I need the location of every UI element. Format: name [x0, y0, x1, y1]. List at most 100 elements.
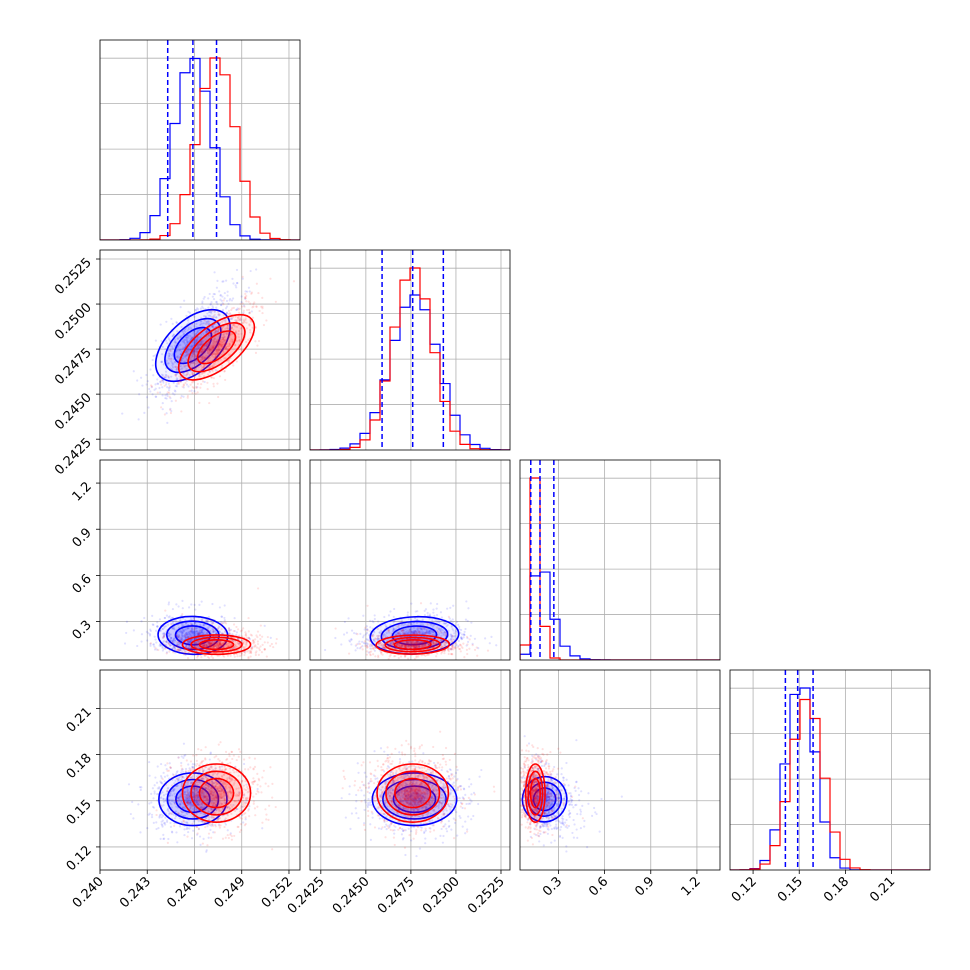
- point: [446, 648, 449, 651]
- point: [211, 325, 214, 328]
- point: [207, 615, 211, 619]
- point: [194, 308, 198, 311]
- point: [450, 634, 453, 638]
- point: [165, 359, 168, 362]
- point: [183, 299, 186, 302]
- point: [205, 619, 209, 622]
- point: [221, 641, 225, 644]
- point: [174, 390, 177, 393]
- point: [211, 346, 215, 349]
- point: [220, 615, 223, 618]
- point: [426, 642, 430, 645]
- point: [159, 380, 162, 384]
- point: [218, 352, 222, 355]
- point: [447, 652, 450, 656]
- point: [241, 321, 245, 324]
- point: [425, 629, 428, 632]
- point: [244, 632, 248, 636]
- point: [420, 627, 423, 630]
- point: [429, 602, 432, 605]
- point: [256, 630, 260, 633]
- point: [428, 647, 432, 650]
- point: [186, 329, 189, 332]
- point: [163, 616, 166, 620]
- point: [172, 381, 175, 385]
- point: [424, 631, 428, 634]
- point: [167, 382, 170, 385]
- point: [195, 332, 198, 335]
- point: [237, 311, 241, 314]
- point: [452, 648, 455, 651]
- point: [223, 642, 226, 646]
- point: [173, 647, 176, 650]
- point: [193, 763, 196, 766]
- point: [240, 295, 243, 298]
- point: [196, 654, 200, 658]
- point: [180, 633, 184, 637]
- point: [192, 788, 196, 791]
- point: [238, 307, 241, 310]
- point: [373, 639, 376, 643]
- point: [178, 825, 182, 828]
- point: [226, 645, 229, 648]
- point: [156, 391, 159, 394]
- point: [204, 645, 207, 648]
- point: [449, 633, 452, 636]
- point: [161, 394, 164, 397]
- point: [355, 632, 358, 635]
- point: [443, 640, 446, 643]
- point: [430, 630, 433, 633]
- point: [401, 620, 404, 623]
- point: [397, 656, 400, 660]
- point: [259, 637, 262, 641]
- point: [185, 631, 188, 635]
- point: [220, 796, 223, 799]
- point: [215, 350, 218, 353]
- point: [219, 298, 222, 301]
- point: [255, 305, 258, 308]
- point: [202, 644, 206, 647]
- point: [382, 645, 385, 648]
- point: [221, 308, 225, 311]
- point: [171, 794, 174, 797]
- point: [200, 792, 204, 795]
- point: [184, 355, 188, 358]
- point: [158, 644, 161, 647]
- point: [462, 633, 465, 636]
- point: [159, 762, 163, 766]
- point: [231, 323, 234, 326]
- point: [147, 813, 150, 816]
- point: [400, 644, 404, 647]
- point: [199, 359, 202, 362]
- point: [427, 643, 430, 646]
- point: [414, 642, 417, 645]
- point: [181, 768, 184, 771]
- point: [217, 339, 220, 342]
- point: [177, 381, 180, 384]
- point: [381, 653, 384, 656]
- point: [161, 374, 165, 377]
- point: [191, 336, 194, 340]
- point: [415, 656, 418, 659]
- point: [258, 309, 261, 313]
- point: [223, 347, 226, 350]
- point: [193, 793, 196, 797]
- point: [427, 629, 431, 633]
- point: [196, 800, 199, 803]
- point: [182, 653, 185, 656]
- point: [203, 314, 206, 318]
- point: [426, 621, 429, 624]
- point: [224, 378, 227, 382]
- point: [171, 647, 174, 650]
- point: [201, 357, 204, 361]
- point: [427, 643, 431, 646]
- point: [221, 364, 224, 368]
- point: [389, 643, 392, 647]
- point: [227, 335, 230, 338]
- point: [447, 615, 450, 618]
- point: [186, 640, 189, 643]
- point: [451, 640, 454, 643]
- point: [194, 358, 197, 361]
- point: [181, 775, 184, 778]
- point: [161, 627, 164, 630]
